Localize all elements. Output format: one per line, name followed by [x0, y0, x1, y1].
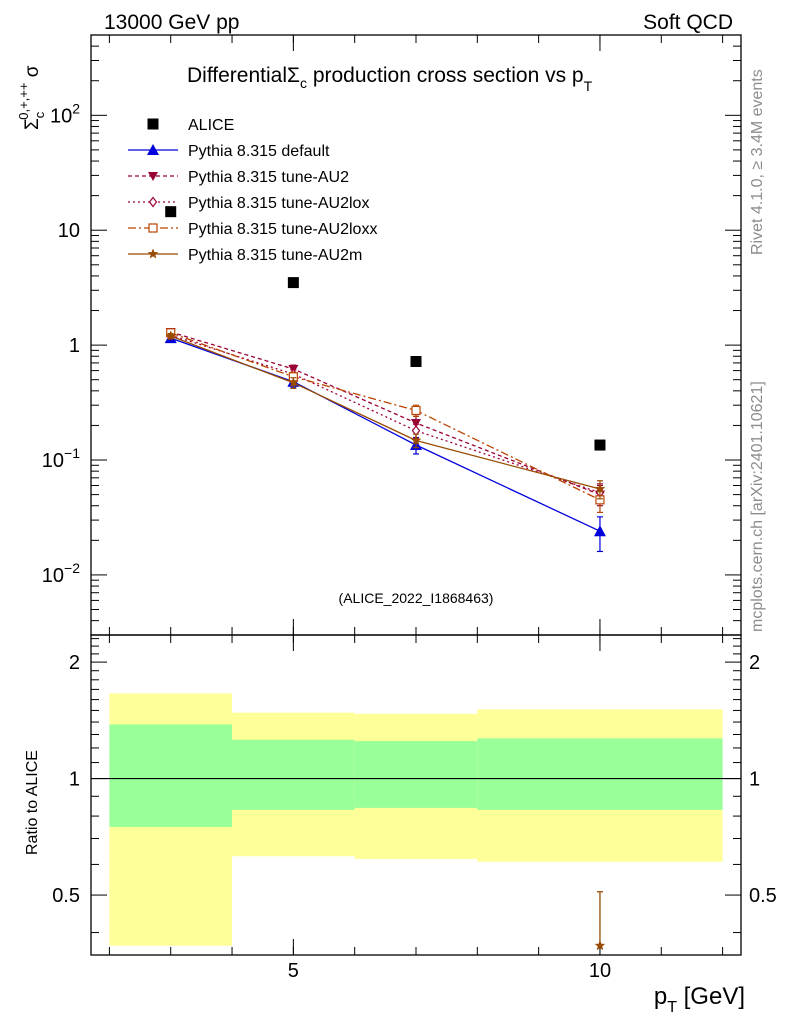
analysis-watermark: (ALICE_2022_I1868463) — [339, 590, 494, 606]
legend-marker-au2loxx — [148, 223, 158, 233]
mcplots-label: mcplots.cern.ch [arXiv:2401.10621] — [749, 381, 766, 632]
data-point-au2m — [165, 330, 177, 341]
y-tick-base: 10 — [50, 105, 72, 127]
ratio-point-marker — [594, 939, 606, 951]
title-rest-sub: T — [584, 78, 593, 94]
y-tick-exponent: −2 — [64, 560, 80, 576]
uncertainty-band-inner — [109, 724, 233, 827]
y-tick-label: 10−1 — [42, 445, 80, 472]
ratio-y-tick-label: 0.5 — [52, 885, 80, 907]
chart-title: DifferentialΣc production cross section … — [187, 64, 593, 94]
title-sub: c — [300, 75, 307, 91]
legend-label-au2loxx: Pythia 8.315 tune-AU2loxx — [188, 221, 377, 238]
legend-marker-au2 — [148, 172, 158, 181]
data-point-au2m — [594, 483, 606, 494]
title-rest: production cross section vs p — [307, 64, 584, 87]
title-main: Differential — [187, 64, 287, 87]
y-tick-base: 10 — [58, 220, 80, 242]
series-line-au2lox — [170, 334, 601, 494]
x-tick-label: 10 — [589, 960, 611, 982]
x-axis-label: pT [GeV] — [654, 983, 745, 1016]
y-label-sup: 0,+,++ — [16, 83, 31, 120]
y-tick-label: 10−2 — [42, 560, 80, 587]
uncertainty-band-inner — [232, 739, 355, 810]
x-label-sub: T — [667, 999, 677, 1016]
title-sigma: Σ — [287, 64, 300, 87]
ratio-plot: 0.5 0.5 1 1 2 2 — [52, 634, 777, 956]
legend-marker-default — [147, 144, 159, 155]
y-label-sigma2: σ — [22, 65, 43, 82]
y-tick-base: 10 — [42, 450, 64, 472]
ratio-y-tick-label-right: 1 — [749, 769, 760, 791]
y-label-sub: c — [32, 111, 47, 118]
rivet-version-label: Rivet 4.1.0, ≥ 3.4M events — [749, 69, 766, 255]
y-label-sigma: Σ — [22, 118, 43, 130]
data-point-au2m — [410, 434, 422, 446]
y-tick-exponent: −1 — [64, 445, 80, 461]
legend: ALICE Pythia 8.315 default Pythia 8.315 tu… — [128, 117, 377, 264]
legend-label-au2m: Pythia 8.315 tune-AU2m — [188, 247, 362, 264]
y-tick-label: 10 — [58, 220, 80, 242]
data-point-alice — [410, 356, 422, 368]
x-label-main: p — [654, 983, 667, 1010]
y-tick-label: 102 — [50, 100, 80, 127]
legend-label-au2: Pythia 8.315 tune-AU2 — [188, 169, 349, 186]
ratio-y-tick-label: 2 — [69, 652, 80, 674]
x-tick-label: 5 — [288, 960, 299, 982]
data-point-au2m — [287, 377, 299, 388]
y-tick-exponent: 2 — [72, 100, 80, 116]
legend-label-au2lox: Pythia 8.315 tune-AU2lox — [188, 195, 369, 212]
data-point-default — [593, 525, 606, 537]
ratio-y-tick-label-right: 0.5 — [749, 885, 777, 907]
series-line-au2 — [170, 331, 601, 496]
legend-label-default: Pythia 8.315 default — [188, 143, 330, 160]
legend-marker-alice — [147, 118, 159, 130]
legend-marker-au2m — [147, 248, 159, 259]
series-line-default — [170, 337, 601, 532]
legend-label-alice: ALICE — [188, 117, 234, 134]
uncertainty-band-inner — [477, 738, 723, 810]
ratio-y-tick-label-right: 2 — [749, 652, 760, 674]
ratio-frame — [90, 634, 742, 956]
y-axis-label: Σc0,+,++ σ — [16, 65, 47, 130]
data-point-au2 — [411, 418, 421, 428]
energy-label: 13000 GeV pp — [104, 11, 239, 34]
data-point-alice — [594, 439, 606, 451]
legend-marker-au2lox — [148, 196, 158, 208]
y-tick-label: 1 — [69, 335, 80, 357]
data-point-au2loxx — [411, 405, 421, 416]
data-point-alice — [287, 277, 299, 289]
y-tick-base: 10 — [42, 565, 64, 587]
ratio-y-axis-label: Ratio to ALICE — [24, 750, 41, 855]
series-line-au2m — [170, 335, 601, 490]
category-label: Soft QCD — [643, 11, 733, 34]
data-point-alice — [165, 206, 177, 218]
x-label-rest: [GeV] — [677, 983, 745, 1010]
y-tick-base: 1 — [69, 335, 80, 357]
series-line-au2loxx — [170, 332, 601, 501]
ratio-y-tick-label: 1 — [69, 769, 80, 791]
uncertainty-band-inner — [354, 741, 478, 808]
